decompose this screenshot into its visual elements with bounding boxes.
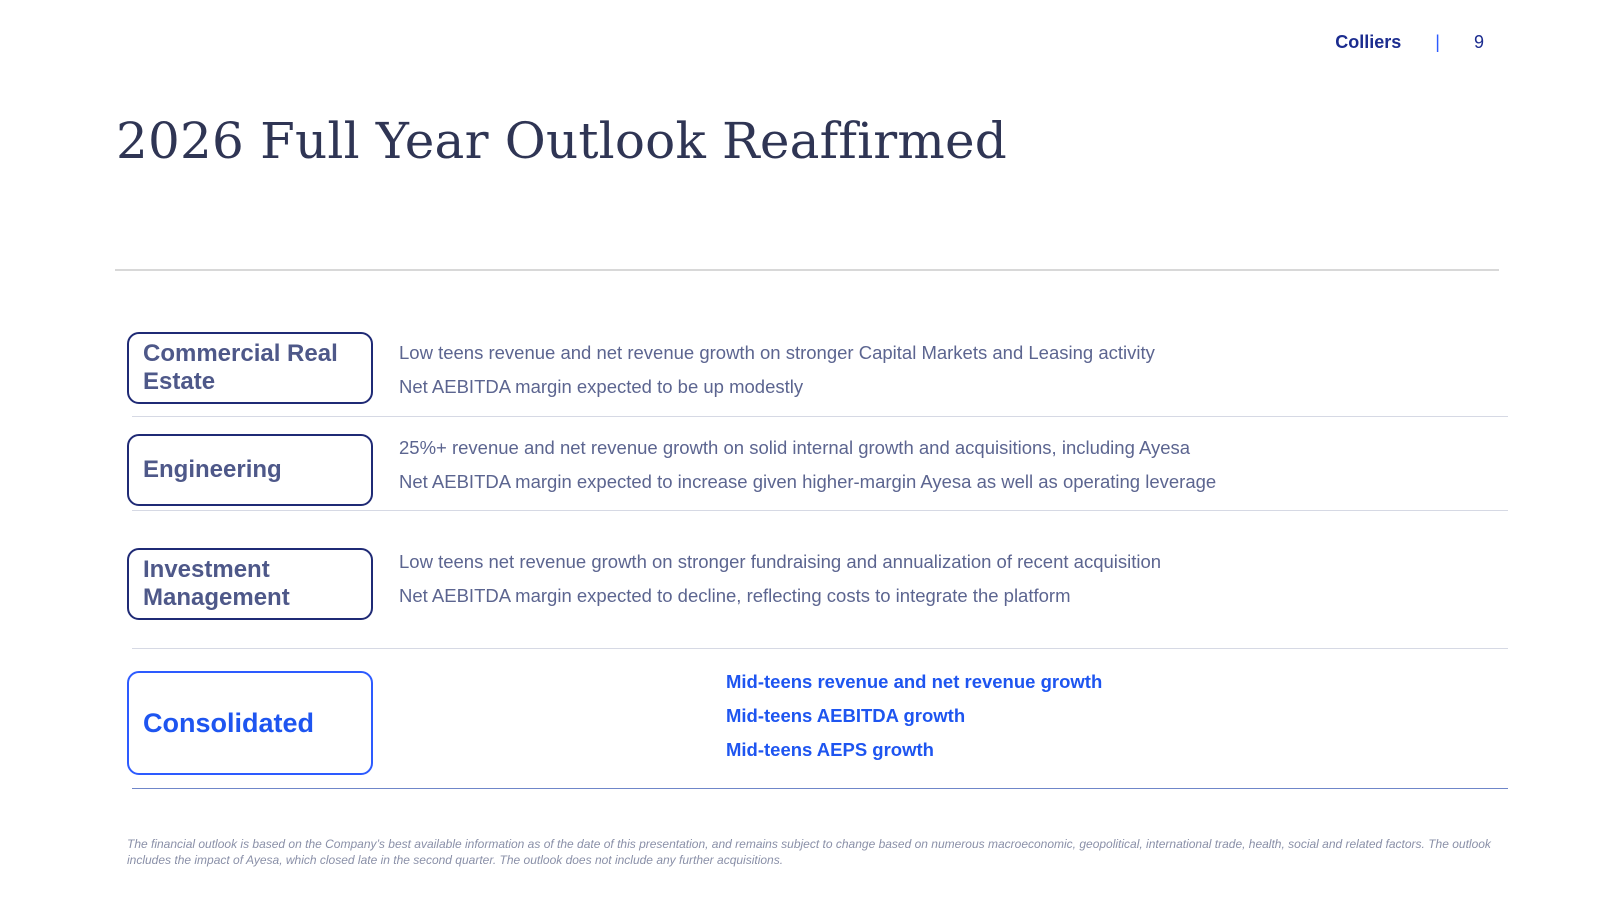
- segment-label-engineering: Engineering: [127, 434, 373, 506]
- footnote: The financial outlook is based on the Co…: [127, 837, 1491, 867]
- segment-line: 25%+ revenue and net revenue growth on s…: [399, 437, 1191, 458]
- segment-line: Net AEBITDA margin expected to be up mod…: [399, 376, 804, 397]
- segment-label-investment-management: Investment Management: [127, 548, 373, 620]
- brand-name: Colliers: [1335, 32, 1402, 52]
- slide-header: Colliers | 9: [1335, 32, 1484, 53]
- segment-line: Net AEBITDA margin expected to increase …: [399, 471, 1217, 492]
- consolidated-line: Mid-teens revenue and net revenue growth: [726, 671, 1103, 692]
- title-divider: [115, 269, 1499, 271]
- segment-line: Low teens net revenue growth on stronger…: [399, 551, 1162, 572]
- segment-label-commercial-real-estate: Commercial Real Estate: [127, 332, 373, 404]
- segment-line: Low teens revenue and net revenue growth…: [399, 342, 1155, 363]
- consolidated-line: Mid-teens AEPS growth: [726, 739, 934, 760]
- slide-title: 2026 Full Year Outlook Reaffirmed: [116, 112, 1007, 170]
- row-divider: [132, 648, 1508, 649]
- row-divider: [132, 510, 1508, 511]
- header-separator: |: [1435, 32, 1440, 52]
- consolidated-divider: [132, 788, 1508, 789]
- consolidated-line: Mid-teens AEBITDA growth: [726, 705, 966, 726]
- row-divider: [132, 416, 1508, 417]
- page-number: 9: [1473, 32, 1484, 52]
- consolidated-label: Consolidated: [127, 671, 373, 775]
- segment-line: Net AEBITDA margin expected to decline, …: [399, 585, 1071, 606]
